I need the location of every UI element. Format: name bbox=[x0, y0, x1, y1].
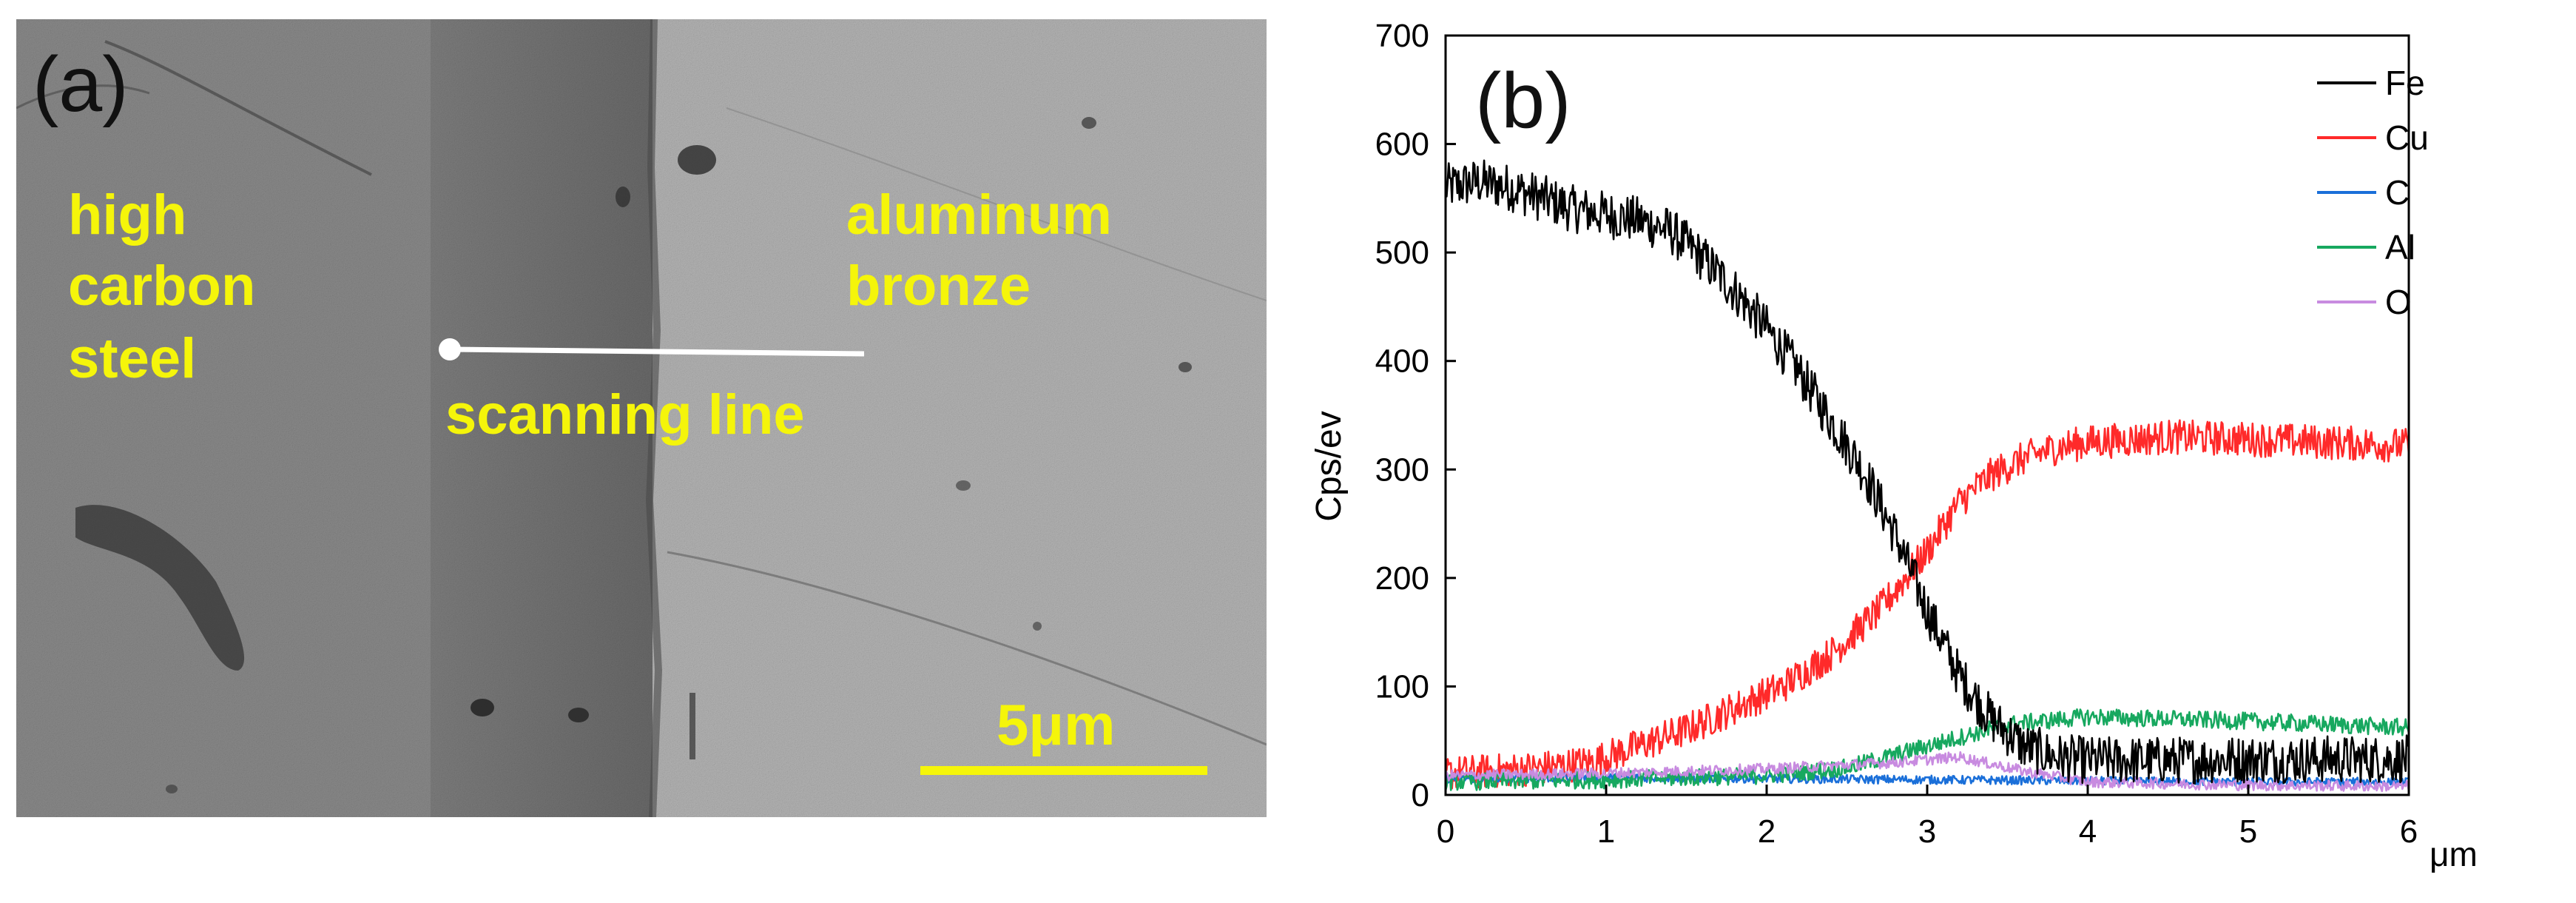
series-line-o bbox=[1444, 751, 2410, 793]
y-tick-label: 700 bbox=[1375, 18, 1429, 54]
label-aluminum: aluminum bbox=[846, 184, 1112, 246]
series-line-cu bbox=[1444, 419, 2410, 790]
x-axis-label: μm bbox=[2430, 835, 2478, 873]
panel-a-tag: (a) bbox=[33, 41, 129, 128]
legend-label-cu: Cu bbox=[2385, 118, 2429, 157]
sem-image-panel: (a) high carbon steel aluminum bronze sc… bbox=[16, 19, 1267, 817]
scanning-line bbox=[449, 346, 865, 357]
legend-label-o: O bbox=[2385, 283, 2412, 321]
x-tick-label: 6 bbox=[2400, 813, 2418, 850]
series-line-fe bbox=[1444, 159, 2410, 785]
y-tick-label: 600 bbox=[1375, 127, 1429, 163]
axis-ticks-group: 0 1 2 3 4 5 6 0 100 200 300 400 500 600 700 bbox=[1375, 18, 2418, 850]
legend-label-c: C bbox=[2385, 173, 2410, 212]
x-tick-label: 5 bbox=[2239, 813, 2257, 850]
scale-bar bbox=[920, 766, 1207, 775]
y-tick-label: 300 bbox=[1375, 452, 1429, 488]
plot-frame bbox=[1444, 34, 2410, 796]
y-tick-label: 500 bbox=[1375, 235, 1429, 271]
label-high: high bbox=[68, 184, 186, 246]
label-steel: steel bbox=[68, 327, 196, 390]
legend-label-fe: Fe bbox=[2385, 64, 2425, 102]
y-tick-label: 0 bbox=[1412, 777, 1429, 813]
x-tick-label: 4 bbox=[2079, 813, 2097, 850]
y-tick-label: 400 bbox=[1375, 343, 1429, 380]
scale-bar-label: 5μm bbox=[997, 692, 1115, 757]
legend-label-al: Al bbox=[2385, 228, 2415, 266]
x-tick-label: 0 bbox=[1437, 813, 1454, 850]
sem-micrograph: (a) high carbon steel aluminum bronze sc… bbox=[16, 19, 1267, 817]
x-tick-label: 3 bbox=[1918, 813, 1936, 850]
line-scan-chart: 0 1 2 3 4 5 6 0 100 200 300 400 500 600 700 Fe Cu C Al O (… bbox=[1309, 18, 2478, 873]
plot-series-group bbox=[1444, 159, 2410, 793]
panel-b-tag: (b) bbox=[1475, 57, 1571, 144]
scanning-line-start-dot bbox=[439, 338, 461, 360]
label-carbon: carbon bbox=[68, 255, 255, 318]
y-tick-label: 200 bbox=[1375, 560, 1429, 597]
x-tick-label: 1 bbox=[1597, 813, 1615, 850]
y-axis-label: Cps/ev bbox=[1309, 411, 1349, 521]
label-bronze: bronze bbox=[846, 255, 1031, 318]
y-tick-label: 100 bbox=[1375, 668, 1429, 705]
legend: Fe Cu C Al O bbox=[2317, 64, 2429, 321]
label-scanning-line: scanning line bbox=[445, 383, 805, 446]
x-tick-label: 2 bbox=[1758, 813, 1776, 850]
line-scan-chart-panel: 0 1 2 3 4 5 6 0 100 200 300 400 500 600 700 Fe Cu C Al O (… bbox=[1267, 0, 2576, 903]
